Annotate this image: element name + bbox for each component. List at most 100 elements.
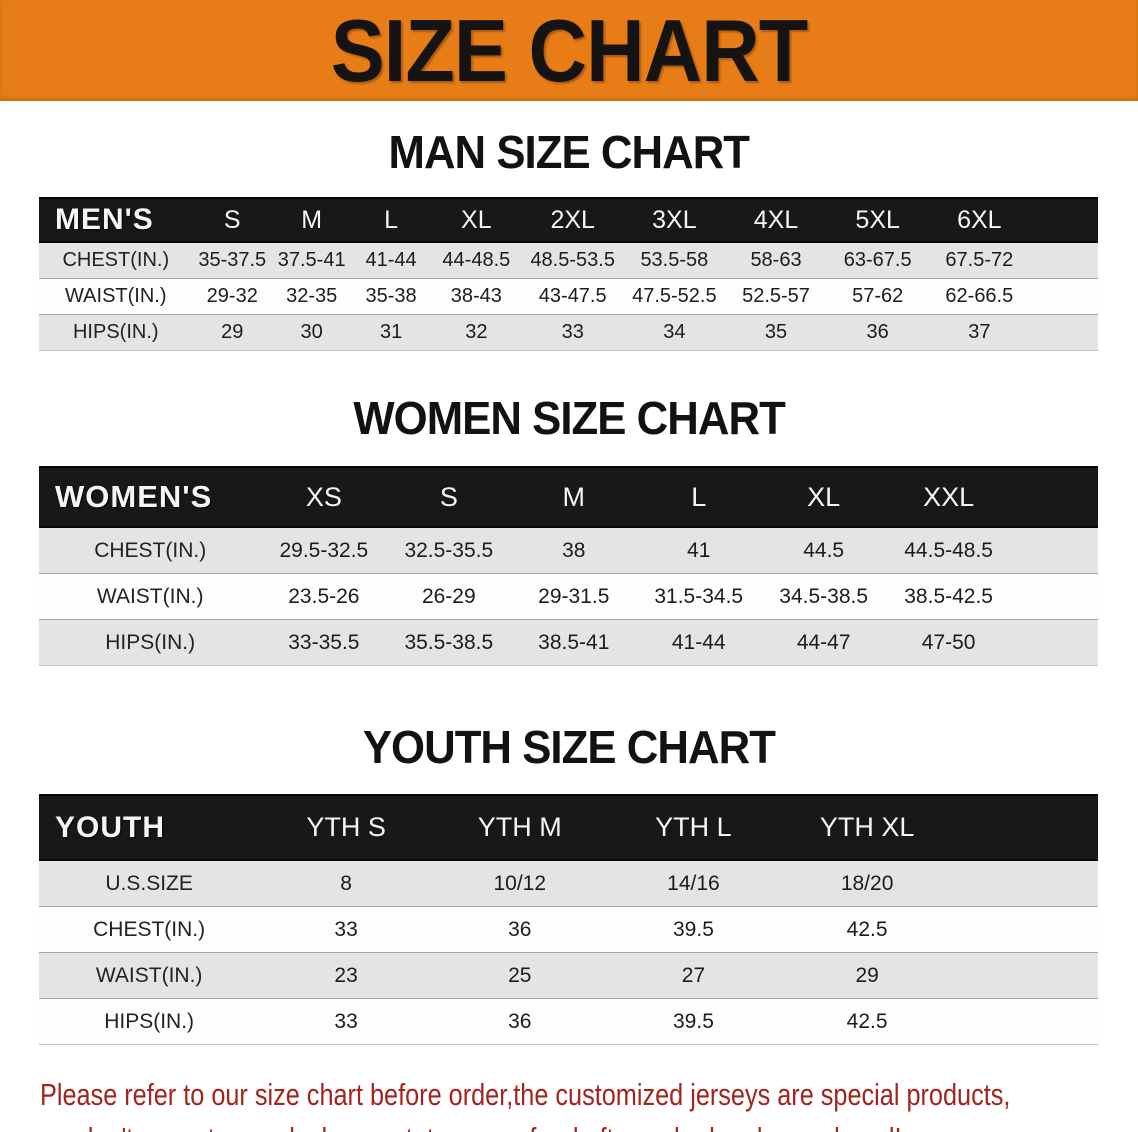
- size-value-cell: 44.5-48.5: [886, 526, 1012, 574]
- size-table-header-row: YOUTH YTH S YTH M YTH L YTH XL: [39, 794, 1098, 861]
- size-value-cell: 42.5: [780, 998, 954, 1045]
- row-filler: [953, 859, 1098, 907]
- size-value-cell: 38-43: [430, 278, 522, 315]
- size-table-row: CHEST(IN.) 29.5-32.5 32.5-35.5 38 41 44.5 44.5…: [39, 526, 1098, 574]
- table-group-label: WOMEN'S: [39, 466, 262, 528]
- measure-row-label: WAIST(IN.): [39, 952, 260, 999]
- size-value-cell: 36: [826, 314, 929, 351]
- header-filler: [1011, 466, 1098, 528]
- size-column-header: L: [351, 197, 431, 243]
- size-value-cell: 38: [511, 526, 637, 574]
- women-section-heading: WOMEN SIZE CHART: [0, 394, 1138, 442]
- size-value-cell: 43-47.5: [521, 278, 624, 315]
- size-value-cell: 27: [606, 952, 781, 999]
- size-value-cell: 47.5-52.5: [623, 278, 726, 315]
- table-group-label: YOUTH: [39, 794, 260, 861]
- row-filler: [953, 952, 1098, 999]
- row-filler: [1030, 278, 1098, 315]
- size-value-cell: 39.5: [606, 998, 781, 1045]
- size-value-cell: 25: [432, 952, 607, 999]
- size-value-cell: 44.5: [761, 526, 887, 574]
- row-filler: [953, 906, 1098, 953]
- measure-row-label: U.S.SIZE: [39, 859, 260, 907]
- size-chart-banner: SIZE CHART: [0, 0, 1138, 101]
- men-section-heading: MAN SIZE CHART: [0, 128, 1138, 176]
- size-value-cell: 33-35.5: [261, 619, 387, 666]
- size-value-cell: 41-44: [351, 241, 431, 279]
- youth-size-table: YOUTH YTH S YTH M YTH L YTH XL U.S.SIZE 8 10/12…: [39, 794, 1098, 1045]
- size-value-cell: 35-37.5: [192, 241, 272, 279]
- size-value-cell: 35: [725, 314, 827, 351]
- size-column-header: S: [192, 197, 272, 243]
- measure-row-label: HIPS(IN.): [39, 314, 193, 351]
- size-column-header: XL: [761, 466, 887, 528]
- size-value-cell: 48.5-53.5: [521, 241, 624, 279]
- size-value-cell: 34.5-38.5: [761, 573, 887, 620]
- size-value-cell: 29-32: [192, 278, 272, 315]
- size-value-cell: 58-63: [725, 241, 827, 279]
- size-value-cell: 38.5-42.5: [886, 573, 1012, 620]
- header-filler: [953, 794, 1098, 861]
- measure-row-label: WAIST(IN.): [39, 278, 193, 315]
- size-column-header: 2XL: [521, 197, 624, 243]
- size-column-header: YTH L: [606, 794, 781, 861]
- youth-section-heading-text: YOUTH SIZE CHART: [362, 721, 776, 773]
- size-column-header: YTH M: [432, 794, 607, 861]
- size-value-cell: 57-62: [826, 278, 929, 315]
- measure-row-label: WAIST(IN.): [39, 573, 262, 620]
- size-value-cell: 10/12: [432, 859, 607, 907]
- size-value-cell: 33: [259, 998, 433, 1045]
- size-value-cell: 52.5-57: [725, 278, 827, 315]
- size-value-cell: 42.5: [780, 906, 954, 953]
- size-chart-title: SIZE CHART: [330, 0, 808, 100]
- men-section-heading-text: MAN SIZE CHART: [388, 126, 751, 178]
- size-column-header: L: [636, 466, 762, 528]
- size-table-row: U.S.SIZE 8 10/12 14/16 18/20: [39, 859, 1098, 907]
- size-table-row: WAIST(IN.) 29-32 32-35 35-38 38-43 43-47.5 47.…: [39, 278, 1098, 315]
- size-column-header: 6XL: [928, 197, 1031, 243]
- measure-row-label: CHEST(IN.): [39, 241, 193, 279]
- size-value-cell: 44-47: [761, 619, 887, 666]
- size-table-header-row: WOMEN'S XS S M L XL XXL: [39, 466, 1098, 528]
- women-section-heading-text: WOMEN SIZE CHART: [353, 392, 785, 444]
- size-value-cell: 29: [780, 952, 954, 999]
- size-value-cell: 35.5-38.5: [386, 619, 512, 666]
- size-table-row: CHEST(IN.) 33 36 39.5 42.5: [39, 906, 1098, 953]
- youth-section-heading: YOUTH SIZE CHART: [0, 723, 1138, 771]
- size-column-header: YTH XL: [780, 794, 954, 861]
- size-value-cell: 39.5: [606, 906, 781, 953]
- size-value-cell: 32: [430, 314, 522, 351]
- size-value-cell: 63-67.5: [826, 241, 929, 279]
- men-size-table: MEN'S S M L XL 2XL 3XL 4XL 5XL 6XL CHEST(IN.) 35-37…: [39, 197, 1098, 351]
- size-value-cell: 18/20: [780, 859, 954, 907]
- size-value-cell: 53.5-58: [623, 241, 726, 279]
- size-table-row: WAIST(IN.) 23 25 27 29: [39, 952, 1098, 999]
- size-value-cell: 37.5-41: [271, 241, 352, 279]
- size-value-cell: 30: [271, 314, 352, 351]
- size-table-row: HIPS(IN.) 33 36 39.5 42.5: [39, 998, 1098, 1045]
- size-column-header: M: [271, 197, 352, 243]
- size-column-header: 5XL: [826, 197, 929, 243]
- size-value-cell: 8: [259, 859, 433, 907]
- size-value-cell: 41-44: [636, 619, 762, 666]
- size-column-header: XXL: [886, 466, 1012, 528]
- size-value-cell: 36: [432, 906, 607, 953]
- row-filler: [1030, 241, 1098, 279]
- size-value-cell: 35-38: [351, 278, 431, 315]
- size-table-header-row: MEN'S S M L XL 2XL 3XL 4XL 5XL 6XL: [39, 197, 1098, 243]
- size-value-cell: 62-66.5: [928, 278, 1031, 315]
- size-value-cell: 33: [259, 906, 433, 953]
- size-value-cell: 38.5-41: [511, 619, 637, 666]
- size-table-row: WAIST(IN.) 23.5-26 26-29 29-31.5 31.5-34.5 34…: [39, 573, 1098, 620]
- row-filler: [1030, 314, 1098, 351]
- measure-row-label: HIPS(IN.): [39, 619, 262, 666]
- size-value-cell: 41: [636, 526, 762, 574]
- women-size-table: WOMEN'S XS S M L XL XXL CHEST(IN.) 29.5-32.5 32.5…: [39, 466, 1098, 666]
- size-value-cell: 23.5-26: [261, 573, 387, 620]
- row-filler: [1011, 573, 1098, 620]
- disclaimer-text: Please refer to our size chart before or…: [40, 1073, 1132, 1132]
- size-value-cell: 32-35: [271, 278, 352, 315]
- size-value-cell: 29-31.5: [511, 573, 637, 620]
- row-filler: [1011, 619, 1098, 666]
- row-filler: [953, 998, 1098, 1045]
